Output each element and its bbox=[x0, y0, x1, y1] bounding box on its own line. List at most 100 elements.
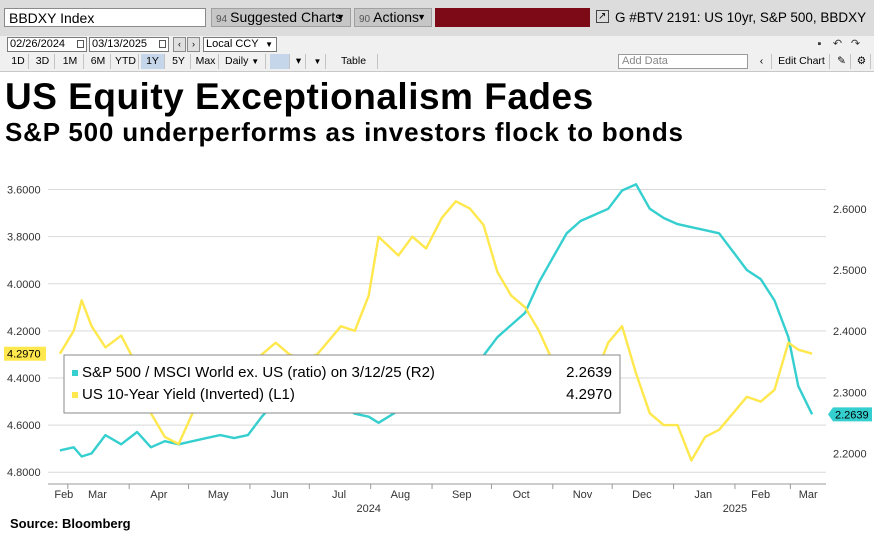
x-tick-label: Mar bbox=[799, 489, 818, 501]
left-tick-label: 4.0000 bbox=[7, 279, 41, 291]
left-tick-label: 4.6000 bbox=[7, 420, 41, 432]
x-tick-label: Feb bbox=[54, 489, 73, 501]
right-tick-label: 2.6000 bbox=[833, 204, 867, 216]
currency-select[interactable]: Local CCY ▼ bbox=[203, 37, 277, 52]
left-last-value: 4.2970 bbox=[7, 349, 41, 361]
x-tick-label: Nov bbox=[573, 489, 593, 501]
left-tick-label: 3.6000 bbox=[7, 185, 41, 197]
chevron-down-icon[interactable]: ▼ bbox=[310, 54, 326, 69]
right-last-value: 2.2639 bbox=[835, 409, 869, 421]
right-last-value-box bbox=[828, 407, 872, 422]
x-tick-label: Jan bbox=[694, 489, 712, 501]
x-tick-label: Jun bbox=[271, 489, 289, 501]
left-tick-label: 4.4000 bbox=[7, 373, 41, 385]
chevron-down-icon: ▼ bbox=[417, 12, 426, 22]
suggested-charts-label: Suggested Charts bbox=[230, 9, 343, 25]
period-max[interactable]: Max bbox=[193, 54, 219, 69]
legend-value: 4.2970 bbox=[566, 386, 612, 403]
x-tick-label: Sep bbox=[452, 489, 472, 501]
period-ytd[interactable]: YTD bbox=[113, 54, 139, 69]
legend-box bbox=[63, 354, 621, 414]
chevron-down-icon: ▼ bbox=[336, 12, 345, 22]
start-date-field[interactable]: 02/26/2024 bbox=[7, 37, 87, 52]
chart-title-bar: G #BTV 2191: US 10yr, S&P 500, BBDXY bbox=[596, 7, 870, 27]
period-6m[interactable]: 6M bbox=[86, 54, 111, 69]
period-1y[interactable]: 1Y bbox=[141, 54, 165, 69]
series-lines bbox=[58, 183, 814, 462]
period-3d[interactable]: 3D bbox=[31, 54, 55, 69]
legend-swatch bbox=[72, 392, 78, 398]
chart-type-dropdown-icon[interactable]: ▾ bbox=[292, 54, 306, 69]
period-5y[interactable]: 5Y bbox=[167, 54, 191, 69]
external-link-icon[interactable] bbox=[596, 7, 609, 26]
date-range-bar: 02/26/2024 03/13/2025 ‹ › Local CCY ▼ ▪ … bbox=[0, 36, 874, 53]
chevron-down-icon: ▼ bbox=[265, 40, 273, 49]
right-tick-label: 2.5000 bbox=[833, 265, 867, 277]
chart-title: G #BTV 2191: US 10yr, S&P 500, BBDXY bbox=[615, 10, 867, 25]
period-1d[interactable]: 1D bbox=[8, 54, 29, 69]
x-tick-label: Oct bbox=[513, 489, 530, 501]
calendar-icon[interactable] bbox=[77, 40, 84, 48]
ratio-series-line bbox=[59, 183, 814, 458]
end-date-value: 03/13/2025 bbox=[92, 38, 148, 50]
bloomberg-toolbar: BBDXY Index 94 Suggested Charts ▼ 90 Actio… bbox=[0, 0, 874, 37]
x-tick-label: May bbox=[208, 489, 229, 501]
frequency-select[interactable]: Daily ▼ bbox=[222, 54, 266, 69]
x-year-label: 2025 bbox=[723, 503, 747, 514]
x-tick-label: Jul bbox=[332, 489, 346, 501]
settings-gear-icon[interactable]: ⚙ bbox=[853, 54, 871, 69]
last-value-labels: 4.2970 2.2639 bbox=[4, 346, 872, 422]
subheadline: S&P 500 underperforms as investors flock… bbox=[5, 117, 684, 147]
period-bar: 1D 3D 1M 6M YTD 1Y 5Y Max Daily ▼ ▾ ▼ Ta… bbox=[0, 53, 874, 72]
legend-label: US 10-Year Yield (Inverted) (L1) bbox=[82, 386, 295, 403]
yield-series-line bbox=[58, 200, 813, 462]
chevron-down-icon: ▼ bbox=[251, 57, 260, 66]
right-tick-label: 2.2000 bbox=[833, 448, 867, 460]
legend-label: S&P 500 / MSCI World ex. US (ratio) on 3… bbox=[82, 364, 435, 381]
x-tick-label: Mar bbox=[88, 489, 107, 501]
left-axis: 4.8000 4.6000 4.4000 4.2000 4.0000 3.8000 3.60… bbox=[7, 185, 41, 480]
security-field[interactable]: BBDXY Index bbox=[4, 8, 206, 27]
line-chart: 4.8000 4.6000 4.4000 4.2000 4.0000 3.8000 3.60… bbox=[4, 183, 872, 514]
legend-value: 2.2639 bbox=[566, 364, 612, 381]
right-tick-label: 2.4000 bbox=[833, 326, 867, 338]
x-tick-label: Aug bbox=[391, 489, 411, 501]
add-data-input[interactable]: Add Data bbox=[618, 54, 748, 69]
headline: US Equity Exceptionalism Fades bbox=[5, 76, 594, 117]
right-axis: 2.6000 2.5000 2.4000 2.3000 2.2000 bbox=[833, 204, 867, 461]
chart-type-icon[interactable] bbox=[270, 54, 290, 69]
source-note: Source: Bloomberg bbox=[10, 516, 131, 531]
maximize-icon[interactable]: ▪ bbox=[817, 38, 822, 50]
table-button[interactable]: Table bbox=[330, 54, 378, 69]
actions-number: 90 bbox=[359, 14, 371, 25]
end-date-field[interactable]: 03/13/2025 bbox=[89, 37, 169, 52]
right-tick-label: 2.3000 bbox=[833, 387, 867, 399]
suggested-charts-button[interactable]: 94 Suggested Charts ▼ bbox=[211, 8, 351, 27]
edit-icon[interactable]: ✎ bbox=[833, 54, 851, 69]
legend-swatch bbox=[72, 370, 78, 376]
suggested-charts-number: 94 bbox=[216, 14, 228, 25]
x-year-label: 2024 bbox=[356, 503, 380, 514]
next-period-button[interactable]: › bbox=[187, 37, 200, 52]
prev-period-button[interactable]: ‹ bbox=[173, 37, 186, 52]
calendar-icon[interactable] bbox=[159, 40, 166, 48]
actions-label: Actions bbox=[373, 9, 420, 25]
x-tick-label: Dec bbox=[632, 489, 652, 501]
x-tick-label: Feb bbox=[751, 489, 770, 501]
alert-bar bbox=[435, 8, 590, 27]
currency-value: Local CCY bbox=[206, 38, 259, 50]
legend: S&P 500 / MSCI World ex. US (ratio) on 3… bbox=[63, 354, 621, 414]
left-tick-label: 3.8000 bbox=[7, 232, 41, 244]
x-tick-label: Apr bbox=[150, 489, 167, 501]
left-tick-label: 4.8000 bbox=[7, 467, 41, 479]
chevron-left-icon[interactable]: ‹ bbox=[752, 54, 772, 69]
x-axis: Feb Mar Apr May Jun Jul Aug Sep Oct Nov Dec Jan Feb M… bbox=[48, 483, 826, 514]
actions-button[interactable]: 90 Actions ▼ bbox=[354, 8, 432, 27]
left-tick-label: 4.2000 bbox=[7, 326, 41, 338]
period-1m[interactable]: 1M bbox=[57, 54, 84, 69]
redo-icon[interactable]: ↷ bbox=[850, 38, 861, 50]
left-last-value-box bbox=[4, 346, 46, 361]
edit-chart-button[interactable]: Edit Chart bbox=[774, 54, 830, 69]
frequency-value: Daily bbox=[225, 55, 249, 67]
undo-icon[interactable]: ↶ bbox=[832, 38, 843, 50]
